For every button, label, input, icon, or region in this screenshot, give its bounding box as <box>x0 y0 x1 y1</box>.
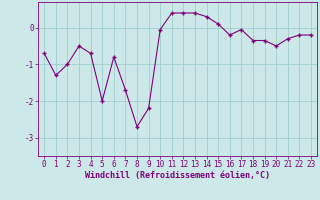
X-axis label: Windchill (Refroidissement éolien,°C): Windchill (Refroidissement éolien,°C) <box>85 171 270 180</box>
